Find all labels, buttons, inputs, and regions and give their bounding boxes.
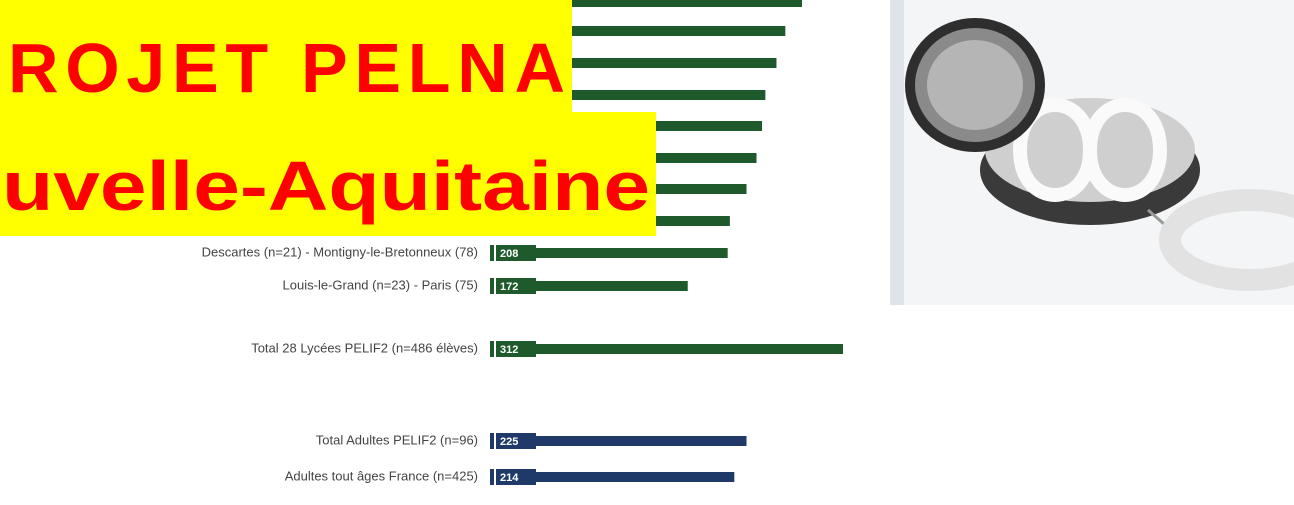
category-label: Total Adultes PELIF2 (n=96) xyxy=(316,432,478,447)
bar xyxy=(497,436,747,446)
bar xyxy=(497,58,777,68)
value-label: 225 xyxy=(500,436,518,448)
bar xyxy=(497,344,843,354)
bracelet xyxy=(1159,189,1294,291)
bar xyxy=(497,0,802,7)
category-label: Adultes tout âges France (n=425) xyxy=(285,468,478,483)
tin-lid-top xyxy=(927,40,1023,130)
value-label-box xyxy=(490,245,536,261)
photo-border xyxy=(890,0,904,305)
category-label: Descartes (n=21) - Montigny-le-Bretonneu… xyxy=(202,244,478,259)
value-label-gap xyxy=(494,278,496,294)
value-label: 312 xyxy=(500,344,518,356)
category-label: Total 28 Lycées PELIF2 (n=486 élèves) xyxy=(251,340,478,355)
banner-line: uvelle-Aquitaine xyxy=(2,147,650,225)
bar xyxy=(497,281,688,291)
banner: ROJET PELNA uvelle-Aquitaine xyxy=(0,0,656,236)
category-label: Louis-le-Grand (n=23) - Paris (75) xyxy=(283,277,478,292)
value-label-gap xyxy=(494,341,496,357)
banner-background xyxy=(0,0,572,113)
bar xyxy=(497,26,786,36)
value-label: 208 xyxy=(500,248,518,260)
bar xyxy=(497,90,766,100)
value-label-gap xyxy=(494,245,496,261)
value-label-box xyxy=(490,341,536,357)
banner-background xyxy=(0,112,656,236)
value-label: 214 xyxy=(500,472,519,484)
value-label-box xyxy=(490,433,536,449)
value-label-box xyxy=(490,278,536,294)
value-label-gap xyxy=(494,469,496,485)
banner-line: ROJET PELNA xyxy=(8,29,565,107)
value-label-gap xyxy=(494,433,496,449)
bar xyxy=(497,472,735,482)
photo xyxy=(890,0,1294,305)
value-label: 172 xyxy=(500,281,518,293)
bracelet-coiled xyxy=(1012,98,1168,202)
bar xyxy=(497,248,728,258)
value-label-box xyxy=(490,469,536,485)
